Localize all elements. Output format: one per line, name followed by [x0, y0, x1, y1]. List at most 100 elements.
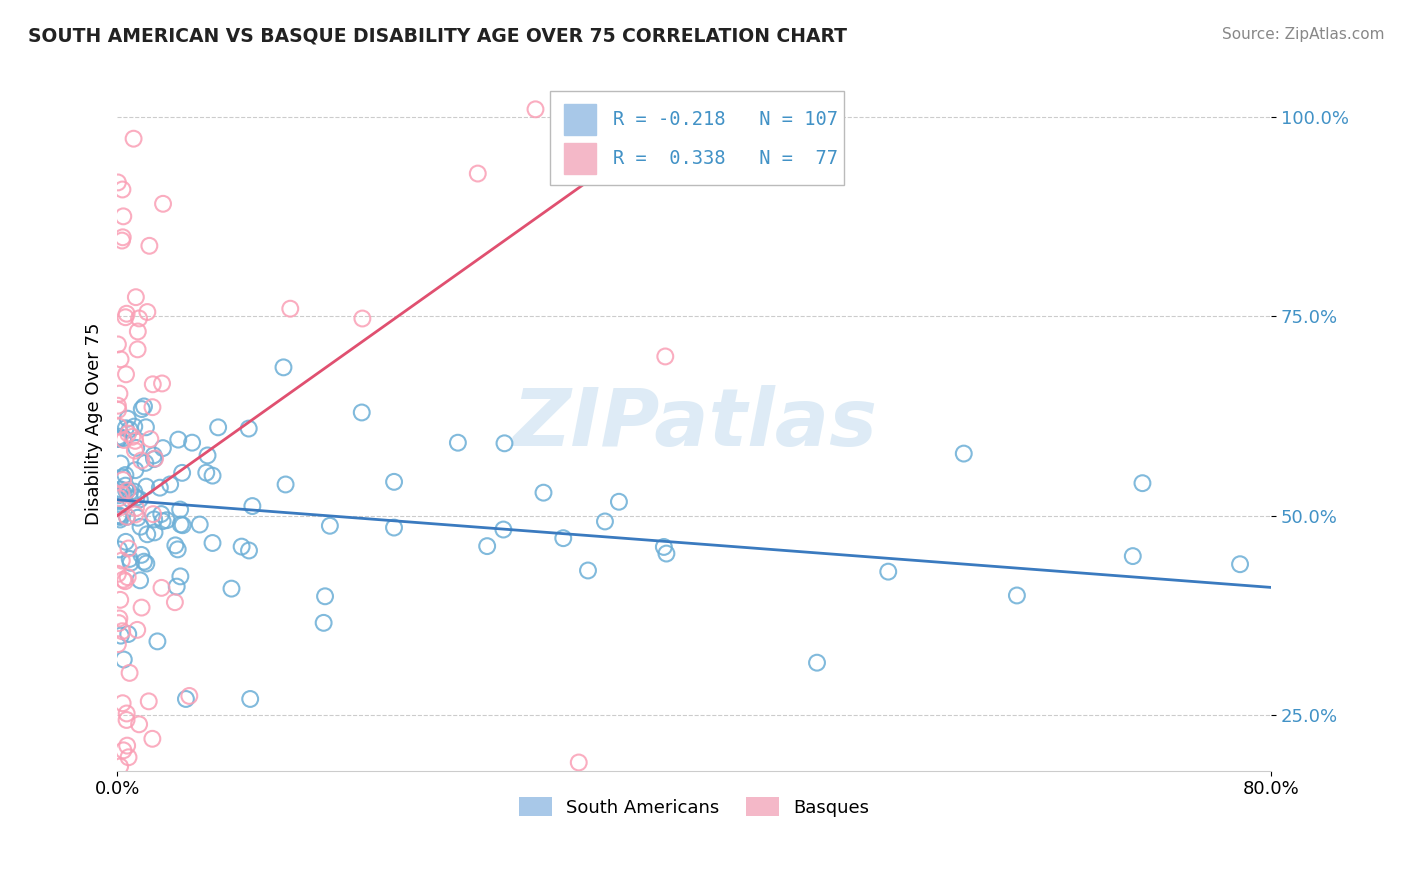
- Point: [711, 134, 734, 148]
- Point: [112, 210, 135, 224]
- Point: [117, 541, 139, 556]
- Point: [122, 131, 145, 145]
- Point: [152, 441, 174, 455]
- Point: [652, 540, 675, 554]
- Point: [110, 629, 132, 643]
- Point: [114, 310, 136, 325]
- Text: R = -0.218   N = 107: R = -0.218 N = 107: [613, 110, 838, 128]
- Point: [118, 552, 141, 566]
- Point: [115, 307, 138, 321]
- Point: [197, 449, 219, 463]
- Point: [806, 656, 828, 670]
- Point: [274, 477, 297, 491]
- Point: [117, 411, 139, 425]
- Point: [142, 377, 165, 392]
- Point: [108, 512, 131, 526]
- Point: [195, 466, 218, 480]
- Point: [494, 436, 516, 450]
- Point: [135, 557, 157, 571]
- Point: [117, 483, 139, 498]
- Point: [131, 600, 153, 615]
- Point: [350, 405, 373, 419]
- Point: [112, 433, 135, 447]
- Point: [112, 743, 135, 757]
- Point: [111, 624, 134, 639]
- Point: [107, 432, 129, 446]
- Point: [149, 481, 172, 495]
- Point: [576, 564, 599, 578]
- Point: [143, 512, 166, 526]
- Text: SOUTH AMERICAN VS BASQUE DISABILITY AGE OVER 75 CORRELATION CHART: SOUTH AMERICAN VS BASQUE DISABILITY AGE …: [28, 27, 848, 45]
- Point: [129, 520, 152, 534]
- Point: [352, 311, 374, 326]
- Point: [312, 615, 335, 630]
- Point: [114, 421, 136, 435]
- Point: [124, 443, 146, 458]
- Point: [128, 311, 150, 326]
- Point: [107, 399, 129, 413]
- Point: [240, 499, 263, 513]
- Point: [278, 301, 301, 316]
- Point: [138, 694, 160, 708]
- Point: [1132, 476, 1154, 491]
- Point: [114, 478, 136, 492]
- Point: [120, 492, 142, 507]
- Point: [553, 531, 575, 545]
- Point: [221, 582, 243, 596]
- Point: [172, 518, 194, 533]
- Point: [492, 523, 515, 537]
- Point: [238, 543, 260, 558]
- Point: [117, 750, 139, 764]
- Point: [181, 435, 204, 450]
- Point: [128, 717, 150, 731]
- Point: [107, 488, 129, 502]
- Point: [1229, 558, 1251, 572]
- Point: [174, 692, 197, 706]
- Point: [108, 491, 131, 505]
- Point: [107, 429, 129, 443]
- Bar: [564, 103, 596, 135]
- Point: [122, 419, 145, 434]
- Point: [117, 627, 139, 641]
- Point: [447, 435, 470, 450]
- Point: [111, 696, 134, 710]
- Point: [112, 486, 135, 500]
- Point: [207, 420, 229, 434]
- Point: [134, 456, 156, 470]
- Point: [114, 534, 136, 549]
- Point: [111, 230, 134, 244]
- Point: [475, 539, 498, 553]
- Point: [111, 182, 134, 196]
- Point: [170, 517, 193, 532]
- Point: [654, 350, 676, 364]
- Point: [877, 565, 900, 579]
- Point: [143, 452, 166, 467]
- Point: [111, 553, 134, 567]
- Point: [1005, 589, 1028, 603]
- Point: [152, 196, 174, 211]
- Point: [107, 637, 129, 651]
- Point: [273, 360, 295, 375]
- Point: [115, 509, 138, 524]
- Point: [319, 518, 342, 533]
- Point: [107, 616, 129, 631]
- Point: [107, 508, 129, 523]
- Point: [169, 569, 191, 583]
- Point: [131, 453, 153, 467]
- Point: [115, 368, 138, 382]
- Point: [118, 423, 141, 437]
- Point: [132, 555, 155, 569]
- Point: [166, 542, 188, 557]
- Point: [238, 421, 260, 435]
- Point: [115, 509, 138, 524]
- Point: [607, 495, 630, 509]
- Point: [152, 514, 174, 528]
- Y-axis label: Disability Age Over 75: Disability Age Over 75: [86, 323, 103, 525]
- Point: [110, 500, 132, 514]
- Point: [1122, 549, 1144, 563]
- Point: [314, 589, 336, 603]
- Point: [167, 433, 190, 447]
- Point: [150, 507, 173, 521]
- Point: [125, 501, 148, 516]
- Point: [135, 420, 157, 434]
